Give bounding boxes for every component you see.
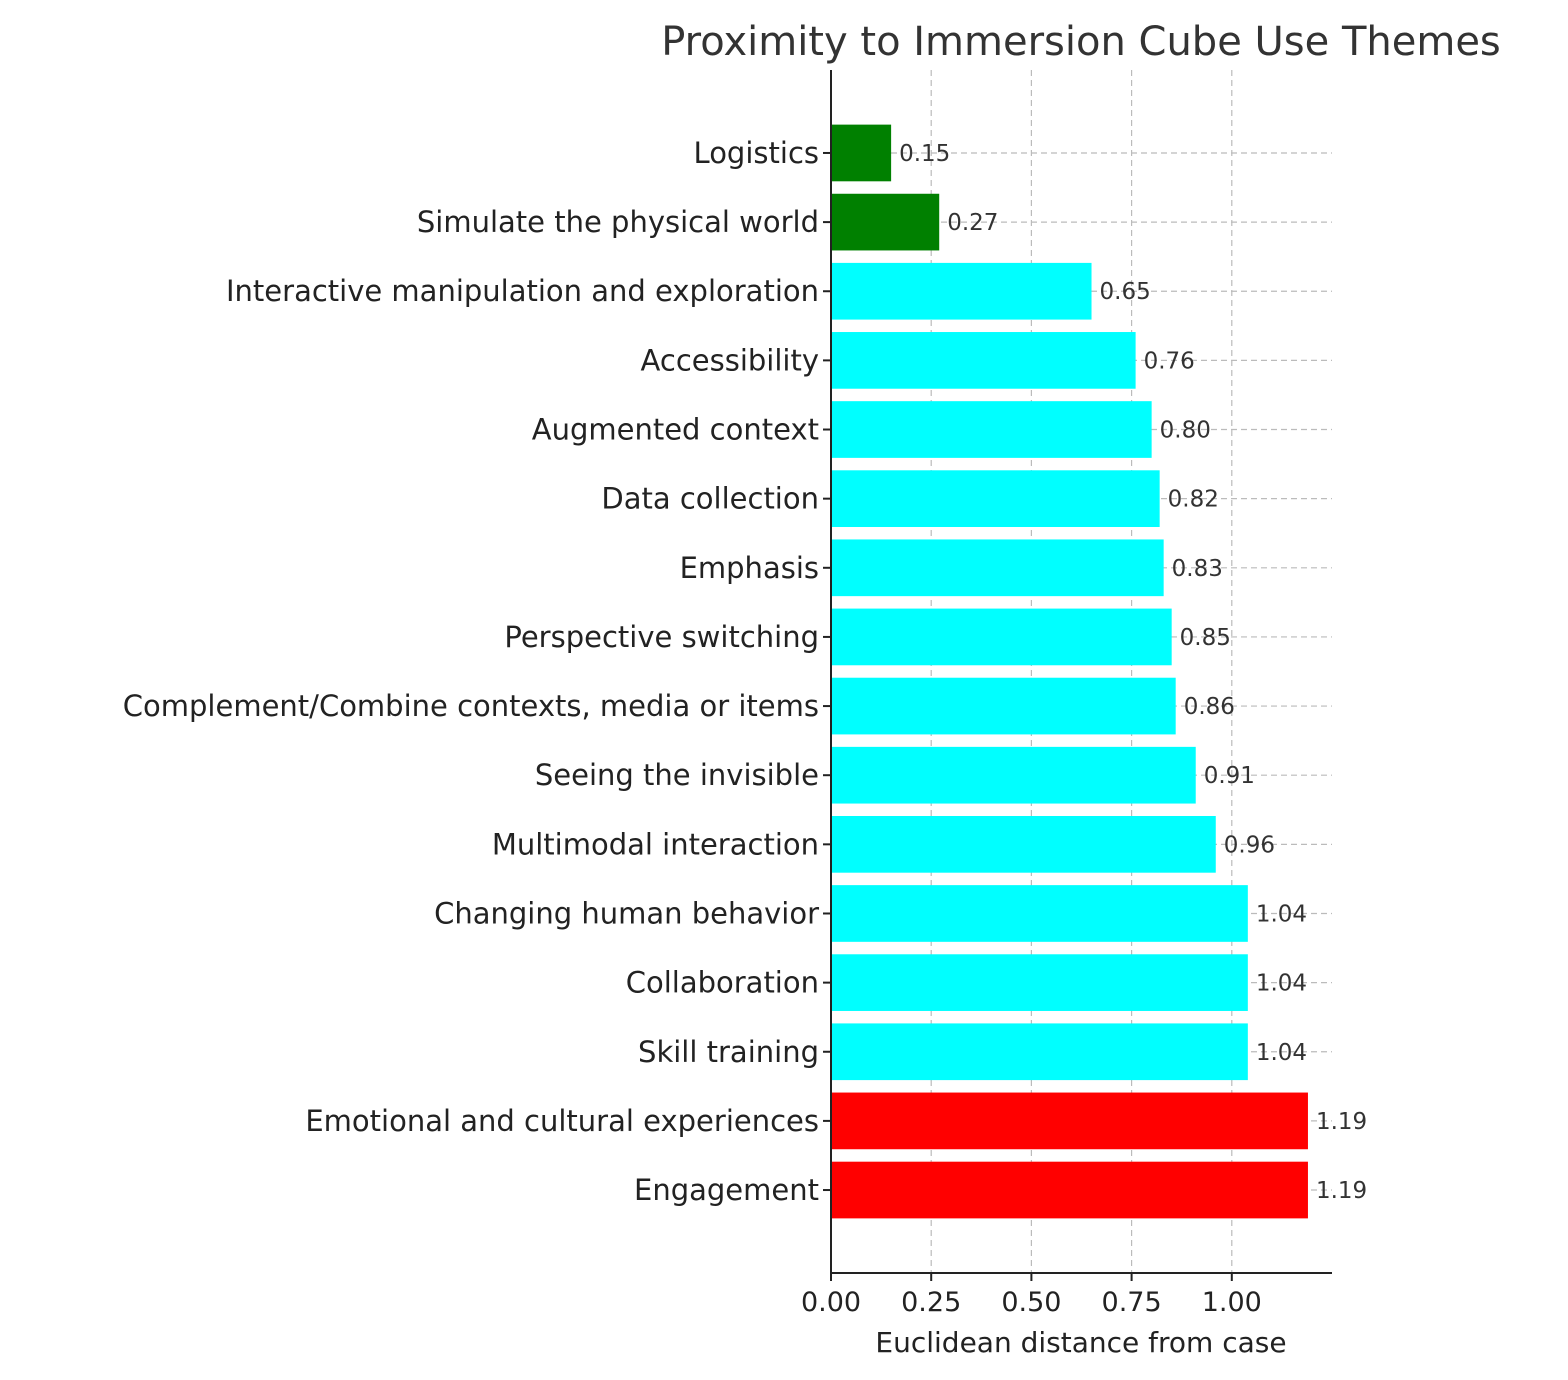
value-label: 0.27 bbox=[947, 210, 998, 236]
x-tick-label: 0.50 bbox=[1001, 1287, 1061, 1318]
bar bbox=[831, 815, 1216, 873]
x-tick-label: 0.25 bbox=[901, 1287, 961, 1318]
bar bbox=[831, 401, 1152, 458]
value-labels: 0.15 0.27 0.65 0.76 0.80 0.82 0.83 0.85 0.86 0.91… bbox=[899, 141, 1367, 1204]
value-label: 0.83 bbox=[1172, 556, 1223, 582]
chart-title: Proximity to Immersion Cube Use Themes bbox=[661, 19, 1501, 65]
category-label: Emotional and cultural experiences bbox=[305, 1104, 819, 1138]
value-label: 1.19 bbox=[1316, 1109, 1367, 1135]
value-label: 1.04 bbox=[1256, 1040, 1307, 1066]
value-label: 0.80 bbox=[1160, 418, 1211, 444]
value-label: 1.19 bbox=[1316, 1178, 1367, 1204]
bar bbox=[831, 1092, 1308, 1150]
value-label: 0.85 bbox=[1180, 625, 1231, 651]
category-labels: Logistics Simulate the physical world Inte… bbox=[123, 136, 831, 1207]
category-label: Interactive manipulation and exploration bbox=[226, 274, 819, 308]
bar bbox=[831, 124, 892, 182]
category-label: Changing human behavior bbox=[434, 896, 819, 930]
category-label: Multimodal interaction bbox=[492, 827, 819, 861]
bar bbox=[831, 539, 1164, 597]
bars bbox=[831, 124, 1308, 1219]
bar bbox=[831, 332, 1136, 389]
value-label: 0.91 bbox=[1204, 763, 1255, 789]
x-tick-label: 0.75 bbox=[1102, 1287, 1162, 1318]
value-label: 0.82 bbox=[1168, 487, 1219, 513]
category-label: Engagement bbox=[634, 1173, 819, 1207]
bar bbox=[831, 1161, 1308, 1219]
category-label: Skill training bbox=[638, 1035, 819, 1069]
category-label: Simulate the physical world bbox=[417, 205, 819, 239]
category-label: Augmented context bbox=[532, 413, 819, 447]
bar bbox=[831, 885, 1248, 942]
category-label: Complement/Combine contexts, media or it… bbox=[123, 689, 819, 723]
value-label: 0.65 bbox=[1100, 279, 1151, 305]
category-label: Collaboration bbox=[626, 966, 819, 1000]
value-label: 0.96 bbox=[1224, 832, 1275, 858]
category-label: Seeing the invisible bbox=[535, 758, 819, 792]
x-tick-label: 0.00 bbox=[801, 1287, 861, 1318]
value-label: 0.15 bbox=[899, 141, 950, 167]
value-label: 0.86 bbox=[1184, 694, 1235, 720]
bar bbox=[831, 470, 1160, 528]
value-label: 1.04 bbox=[1256, 971, 1307, 997]
bar bbox=[831, 193, 940, 251]
bar bbox=[831, 954, 1248, 1011]
category-label: Logistics bbox=[694, 136, 819, 170]
bar bbox=[831, 608, 1172, 666]
bar bbox=[831, 1023, 1248, 1081]
category-label: Perspective switching bbox=[504, 620, 819, 654]
value-label: 0.76 bbox=[1144, 348, 1195, 374]
bar bbox=[831, 677, 1176, 735]
bar bbox=[831, 262, 1092, 320]
category-label: Emphasis bbox=[680, 551, 819, 585]
category-label: Accessibility bbox=[641, 343, 819, 377]
x-axis-label: Euclidean distance from case bbox=[875, 1326, 1286, 1359]
value-label: 1.04 bbox=[1256, 901, 1307, 927]
x-ticks: 0.00 0.25 0.50 0.75 1.00 bbox=[801, 1273, 1262, 1318]
bar bbox=[831, 746, 1196, 804]
x-tick-label: 1.00 bbox=[1202, 1287, 1262, 1318]
category-label: Data collection bbox=[601, 482, 819, 516]
